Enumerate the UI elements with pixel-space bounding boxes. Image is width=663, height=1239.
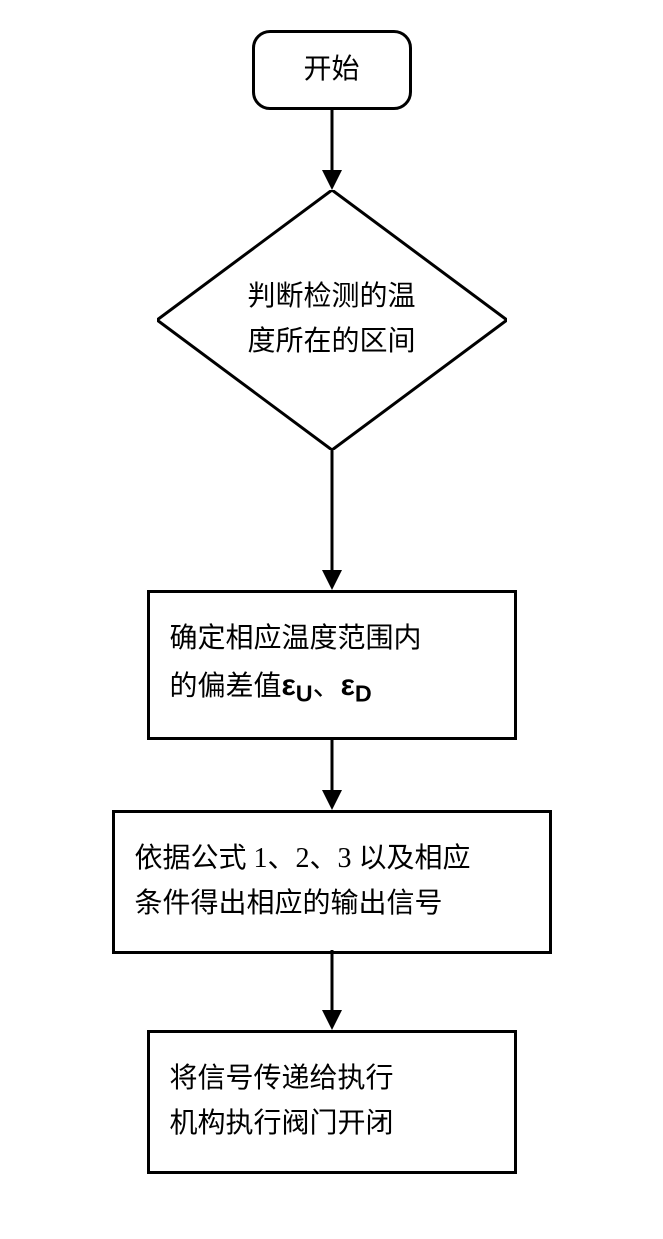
epsilon1: ε <box>282 669 296 702</box>
arrow-process1-to-process2 <box>317 740 347 810</box>
process1-line1: 确定相应温度范围内 <box>170 617 494 662</box>
arrow-decision-to-process1 <box>317 450 347 590</box>
process3-line2: 机构执行阀门开闭 <box>170 1102 494 1147</box>
process3-node: 将信号传递给执行 机构执行阀门开闭 <box>147 1030 517 1174</box>
process3-line1: 将信号传递给执行 <box>170 1057 494 1102</box>
decision-label-line2: 度所在的区间 <box>247 320 415 365</box>
process1-node: 确定相应温度范围内 的偏差值εU、εD <box>147 590 517 740</box>
process2-line2: 条件得出相应的输出信号 <box>135 882 529 927</box>
arrow-start-to-decision <box>317 110 347 190</box>
sub-d: D <box>355 680 372 706</box>
process1-label: 确定相应温度范围内 的偏差值εU、εD <box>170 617 494 713</box>
decision-node: 判断检测的温 度所在的区间 <box>157 190 507 450</box>
start-label: 开始 <box>303 48 359 93</box>
process3-label: 将信号传递给执行 机构执行阀门开闭 <box>170 1057 494 1147</box>
decision-label-line1: 判断检测的温 <box>247 275 415 320</box>
sub-u: U <box>296 680 313 706</box>
process1-prefix: 的偏差值 <box>170 671 282 702</box>
decision-label: 判断检测的温 度所在的区间 <box>217 275 445 365</box>
process1-line2: 的偏差值εU、εD <box>170 662 494 713</box>
process2-node: 依据公式 1、2、3 以及相应 条件得出相应的输出信号 <box>112 810 552 954</box>
separator: 、 <box>313 671 341 702</box>
process2-line1: 依据公式 1、2、3 以及相应 <box>135 837 529 882</box>
start-node: 开始 <box>252 30 412 110</box>
epsilon2: ε <box>341 669 355 702</box>
arrow-process2-to-process3 <box>317 950 347 1030</box>
process2-label: 依据公式 1、2、3 以及相应 条件得出相应的输出信号 <box>135 837 529 927</box>
